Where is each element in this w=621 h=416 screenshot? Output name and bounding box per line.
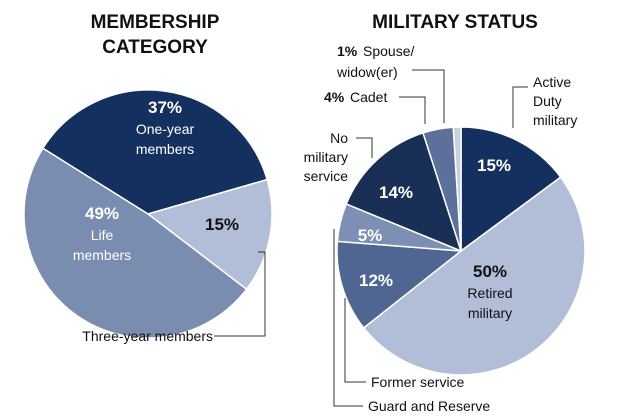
military-slice-2 <box>362 176 586 376</box>
military-pct-former: 5% <box>358 226 383 245</box>
leader-cadet <box>399 96 426 124</box>
membership-label-life-line-2: members <box>73 247 131 263</box>
leader-guard <box>333 229 363 407</box>
membership-pct-life: 49% <box>85 204 119 223</box>
military-label-cadet: Cadet <box>350 89 387 105</box>
military-slice-1 <box>460 126 562 253</box>
military-label-retired-line-1: Retired <box>467 285 512 301</box>
military-label-spouse-line-1: Spouse/ <box>363 43 414 59</box>
military-pct-guard: 12% <box>359 271 393 290</box>
military-pct-cadet: 4% <box>324 89 345 105</box>
membership-title-line-1: MEMBERSHIP <box>90 12 220 33</box>
military-label-no-service-line-3: service <box>304 168 349 184</box>
military-label-active-line-3: military <box>533 112 577 128</box>
membership-label-life-line-1: Life <box>91 227 114 243</box>
military-status-pie <box>336 126 586 376</box>
leader-former <box>344 298 366 383</box>
military-label-spouse-line-2: widow(er) <box>336 64 398 80</box>
membership-pie <box>23 89 273 339</box>
membership-label-three-year: Three-year members <box>82 328 213 344</box>
membership-chart-title: MEMBERSHIP CATEGORY <box>40 10 270 60</box>
membership-pct-one-year: 37% <box>148 98 182 117</box>
membership-slice-3 <box>23 147 248 339</box>
leader-lines <box>214 69 528 407</box>
membership-title-line-2: CATEGORY <box>102 37 208 58</box>
slice-labels: 37% One-year members 15% 49% Life members Three… <box>73 43 578 414</box>
military-slice-3 <box>336 240 463 329</box>
military-pct-spouse: 1% <box>337 43 358 59</box>
military-label-retired-line-2: military <box>468 305 512 321</box>
military-label-guard: Guard and Reserve <box>368 398 490 414</box>
membership-label-one-year-line-2: members <box>136 141 194 157</box>
membership-pct-three-year: 15% <box>205 215 239 234</box>
military-slice-7 <box>452 126 462 252</box>
military-pct-active: 15% <box>477 156 511 175</box>
military-pct-retired: 50% <box>473 262 507 281</box>
military-label-former: Former service <box>371 374 465 390</box>
military-label-no-service-line-2: military <box>304 149 348 165</box>
military-label-active-line-2: Duty <box>533 93 562 109</box>
leader-active <box>512 86 528 128</box>
leader-no-service <box>356 137 373 158</box>
membership-slice-2 <box>146 178 273 291</box>
military-label-active-line-1: Active <box>533 74 571 90</box>
military-pct-no-service: 14% <box>379 183 413 202</box>
leader-three-year <box>214 251 266 337</box>
membership-label-one-year-line-1: One-year <box>136 121 195 137</box>
military-label-no-service-line-1: No <box>330 130 348 146</box>
military-chart-title: MILITARY STATUS <box>372 12 538 33</box>
leader-spouse <box>412 69 445 123</box>
